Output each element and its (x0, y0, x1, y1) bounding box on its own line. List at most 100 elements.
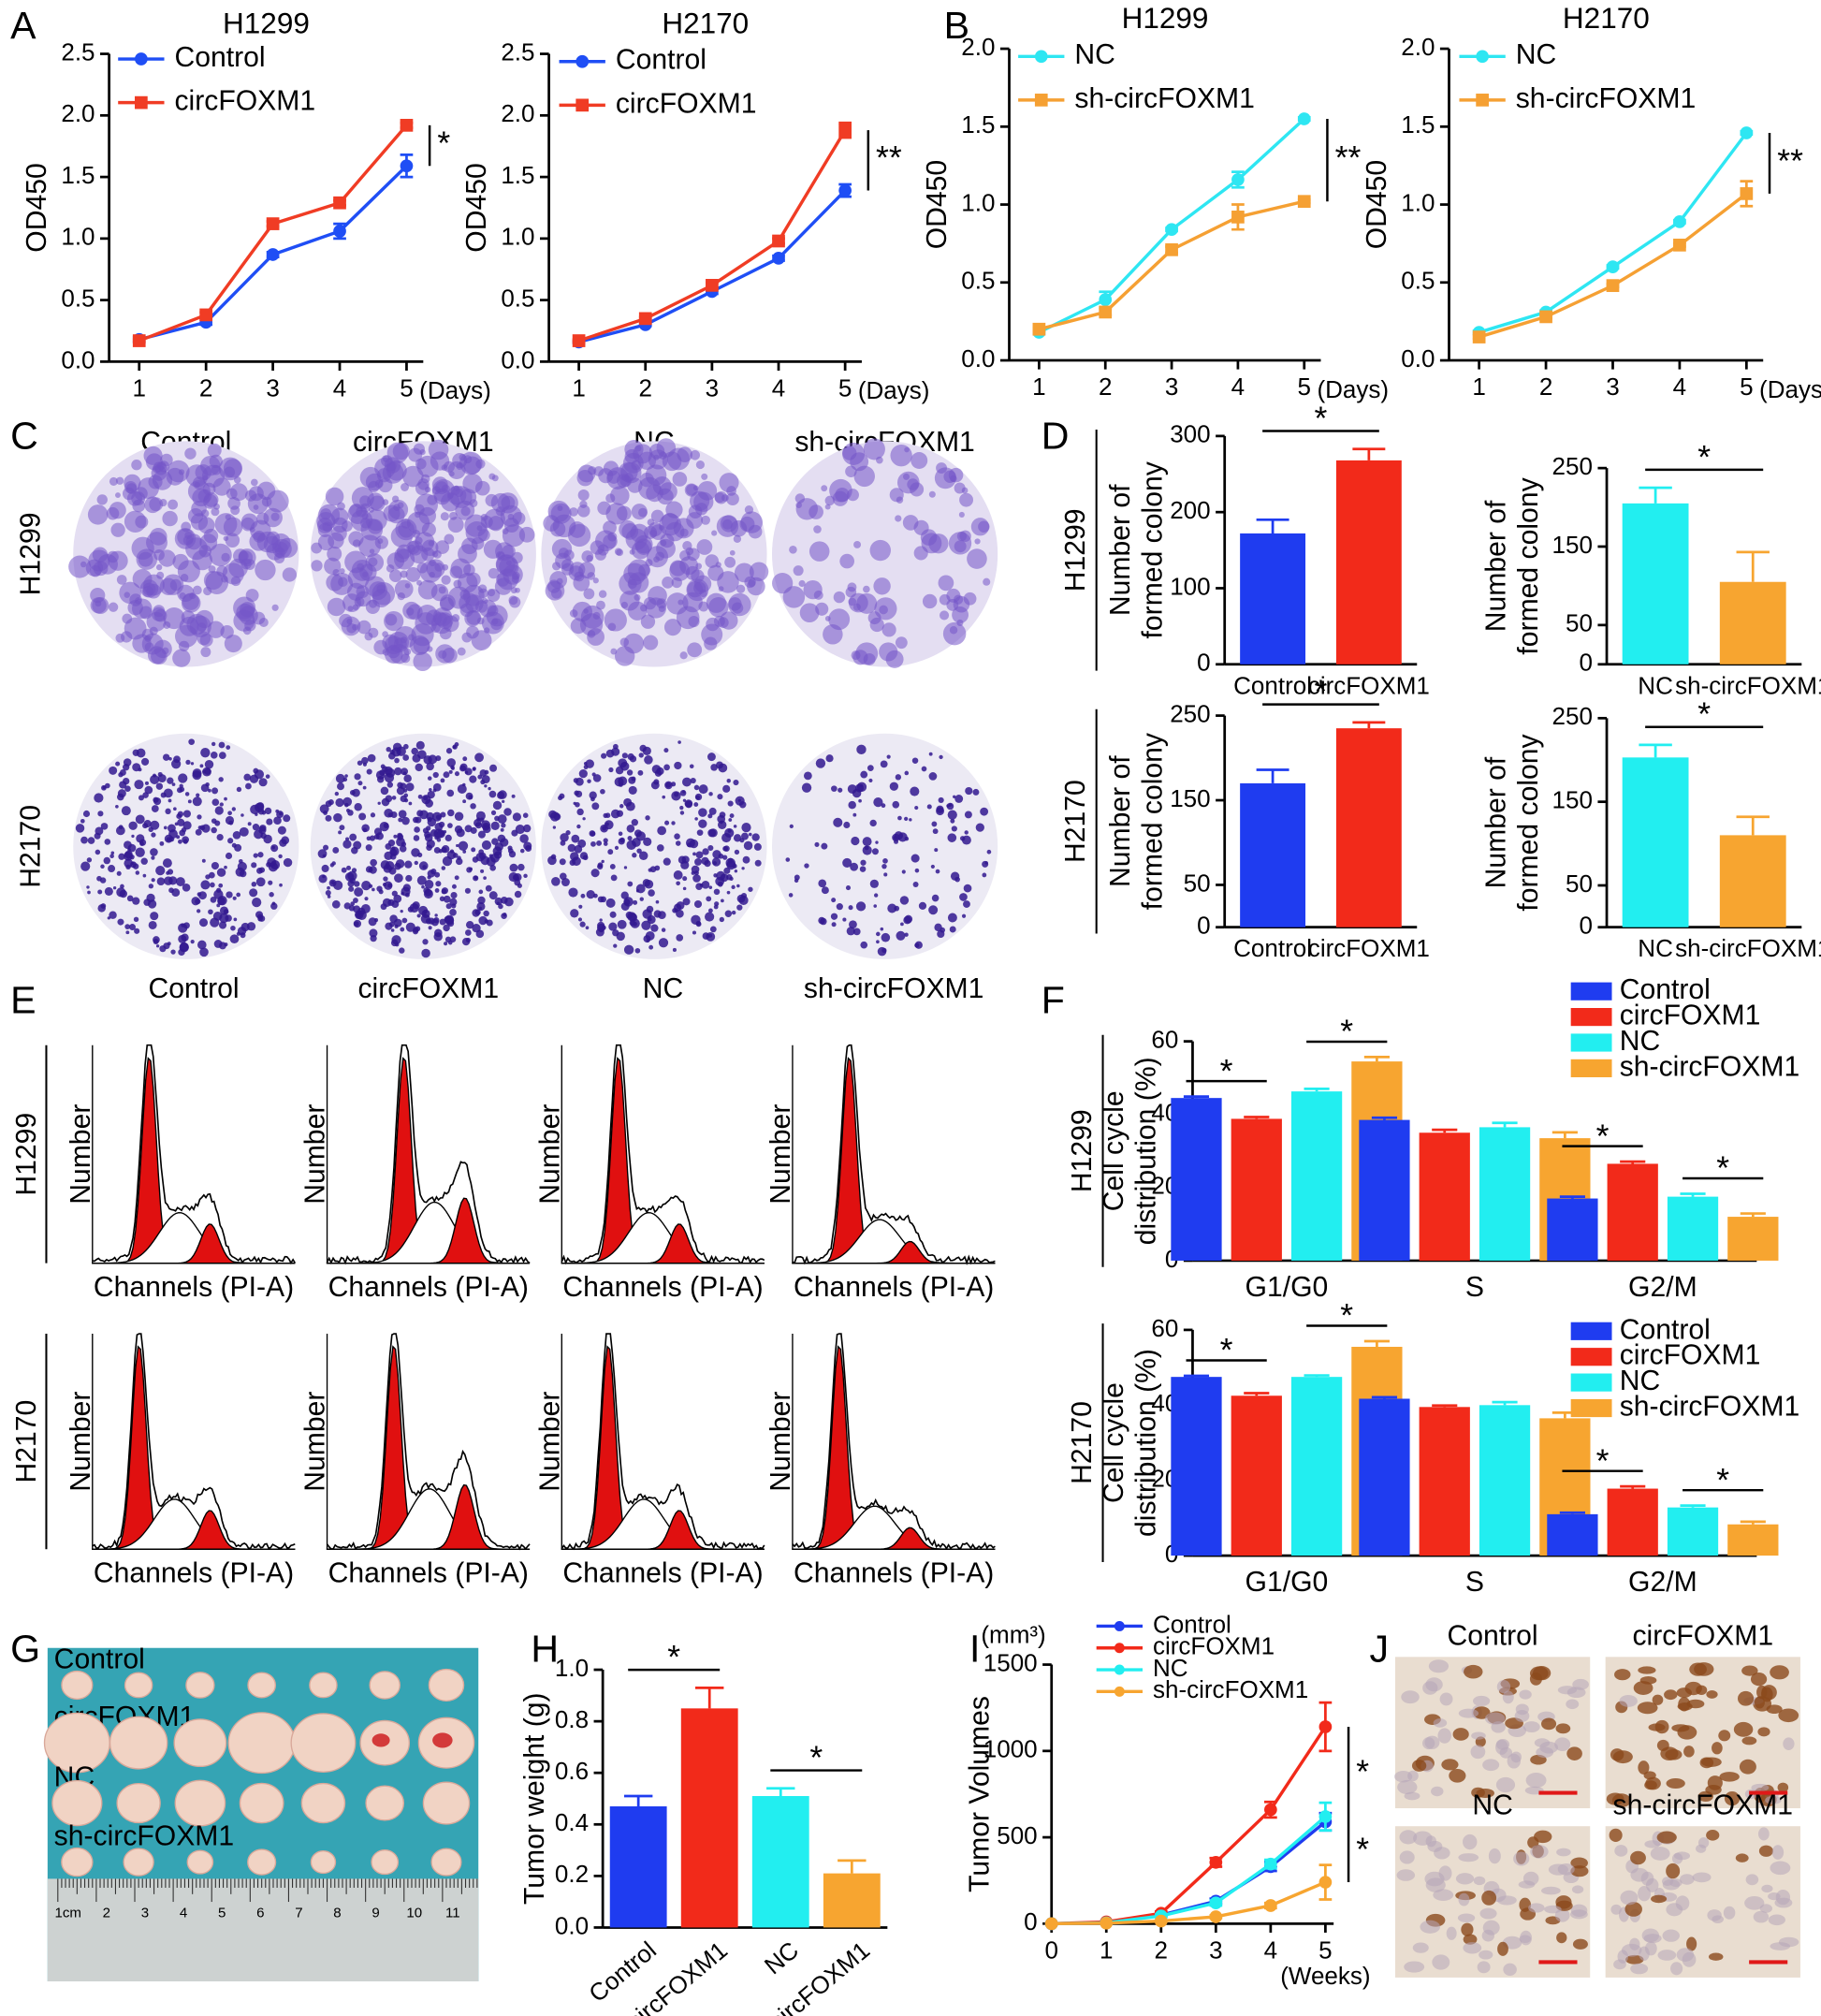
ihc-image (1394, 1657, 1591, 1809)
colony (82, 810, 91, 818)
colony (251, 881, 257, 887)
colony (471, 847, 476, 853)
colony (643, 837, 652, 846)
cell (1411, 1760, 1427, 1772)
data-point (572, 334, 586, 347)
colony (124, 858, 134, 869)
colony (707, 845, 714, 852)
colony (672, 908, 677, 913)
colony (178, 773, 188, 783)
colony (869, 879, 879, 888)
colony (384, 610, 404, 632)
colony (614, 548, 622, 556)
colony (209, 454, 223, 469)
colony (671, 782, 677, 787)
colony (185, 759, 191, 766)
legend-label: sh-circFOXM1 (1620, 1051, 1799, 1082)
colony (677, 740, 681, 744)
colony (939, 610, 950, 621)
colony (415, 532, 435, 552)
cell (1570, 1865, 1589, 1877)
legend-swatch (1570, 982, 1612, 1001)
colony (607, 849, 614, 855)
colony (477, 830, 486, 839)
cell (1572, 1938, 1588, 1950)
colony (801, 782, 812, 793)
cell (1708, 1952, 1724, 1961)
legend-label: Control (616, 45, 707, 76)
colony (177, 811, 184, 818)
legend-label: NC (1620, 1366, 1661, 1396)
colony (610, 874, 618, 882)
colony (672, 947, 677, 952)
colony (328, 799, 334, 806)
cell (1719, 1772, 1740, 1782)
colony (695, 795, 701, 800)
colony (173, 807, 177, 811)
colony (491, 475, 499, 482)
colony (401, 653, 411, 664)
significance-label: * (1220, 1052, 1233, 1089)
colony (195, 898, 201, 905)
colony (224, 635, 242, 653)
colony (451, 903, 457, 909)
tumor-spot (432, 1732, 453, 1748)
x-tick-label: S (1465, 1567, 1484, 1598)
colony (474, 822, 482, 829)
colony (701, 515, 710, 525)
colony (165, 808, 171, 815)
colony (611, 747, 620, 756)
colony (351, 868, 357, 873)
cell (1513, 1851, 1530, 1866)
colony (335, 797, 344, 808)
colony (108, 602, 119, 612)
colony (597, 862, 604, 869)
colony (741, 867, 745, 870)
cell (1569, 1909, 1588, 1920)
colony (179, 942, 189, 952)
colony (749, 832, 752, 837)
colony (170, 949, 176, 955)
ihc-label: circFOXM1 (1632, 1621, 1773, 1652)
colony (638, 563, 651, 577)
colony (494, 842, 503, 852)
colony (570, 909, 579, 918)
cell (1666, 1863, 1681, 1879)
colony (236, 931, 240, 936)
colony (116, 793, 124, 801)
cell (1706, 1829, 1720, 1841)
x-tick-label: G2/M (1628, 1567, 1697, 1598)
colony (659, 513, 682, 536)
colony (803, 771, 812, 781)
colony (443, 942, 448, 946)
colony (618, 838, 625, 845)
colony (349, 790, 356, 796)
colony (354, 881, 360, 887)
colony (880, 927, 884, 931)
y-tick-label: 0.2 (555, 1860, 589, 1888)
colony (156, 877, 166, 886)
colony (517, 883, 522, 888)
data-point (333, 196, 346, 210)
significance-label: * (1356, 1753, 1369, 1790)
peak (92, 1510, 296, 1550)
colony (603, 838, 608, 843)
colony (846, 489, 859, 502)
colony (166, 870, 170, 875)
colony (365, 844, 372, 852)
colony (855, 642, 879, 665)
colony (415, 458, 427, 470)
colony (428, 917, 435, 925)
colony (484, 784, 488, 788)
colony (87, 837, 95, 844)
y-tick-label: 50 (1184, 869, 1211, 897)
histogram (561, 1333, 765, 1551)
data-point (1209, 1910, 1223, 1923)
colony (579, 921, 586, 928)
colony (798, 579, 806, 588)
colony (634, 829, 642, 838)
colony (654, 769, 663, 777)
y-tick-label: 2.0 (1401, 33, 1435, 61)
colony (869, 617, 884, 633)
cell (1712, 1915, 1724, 1923)
